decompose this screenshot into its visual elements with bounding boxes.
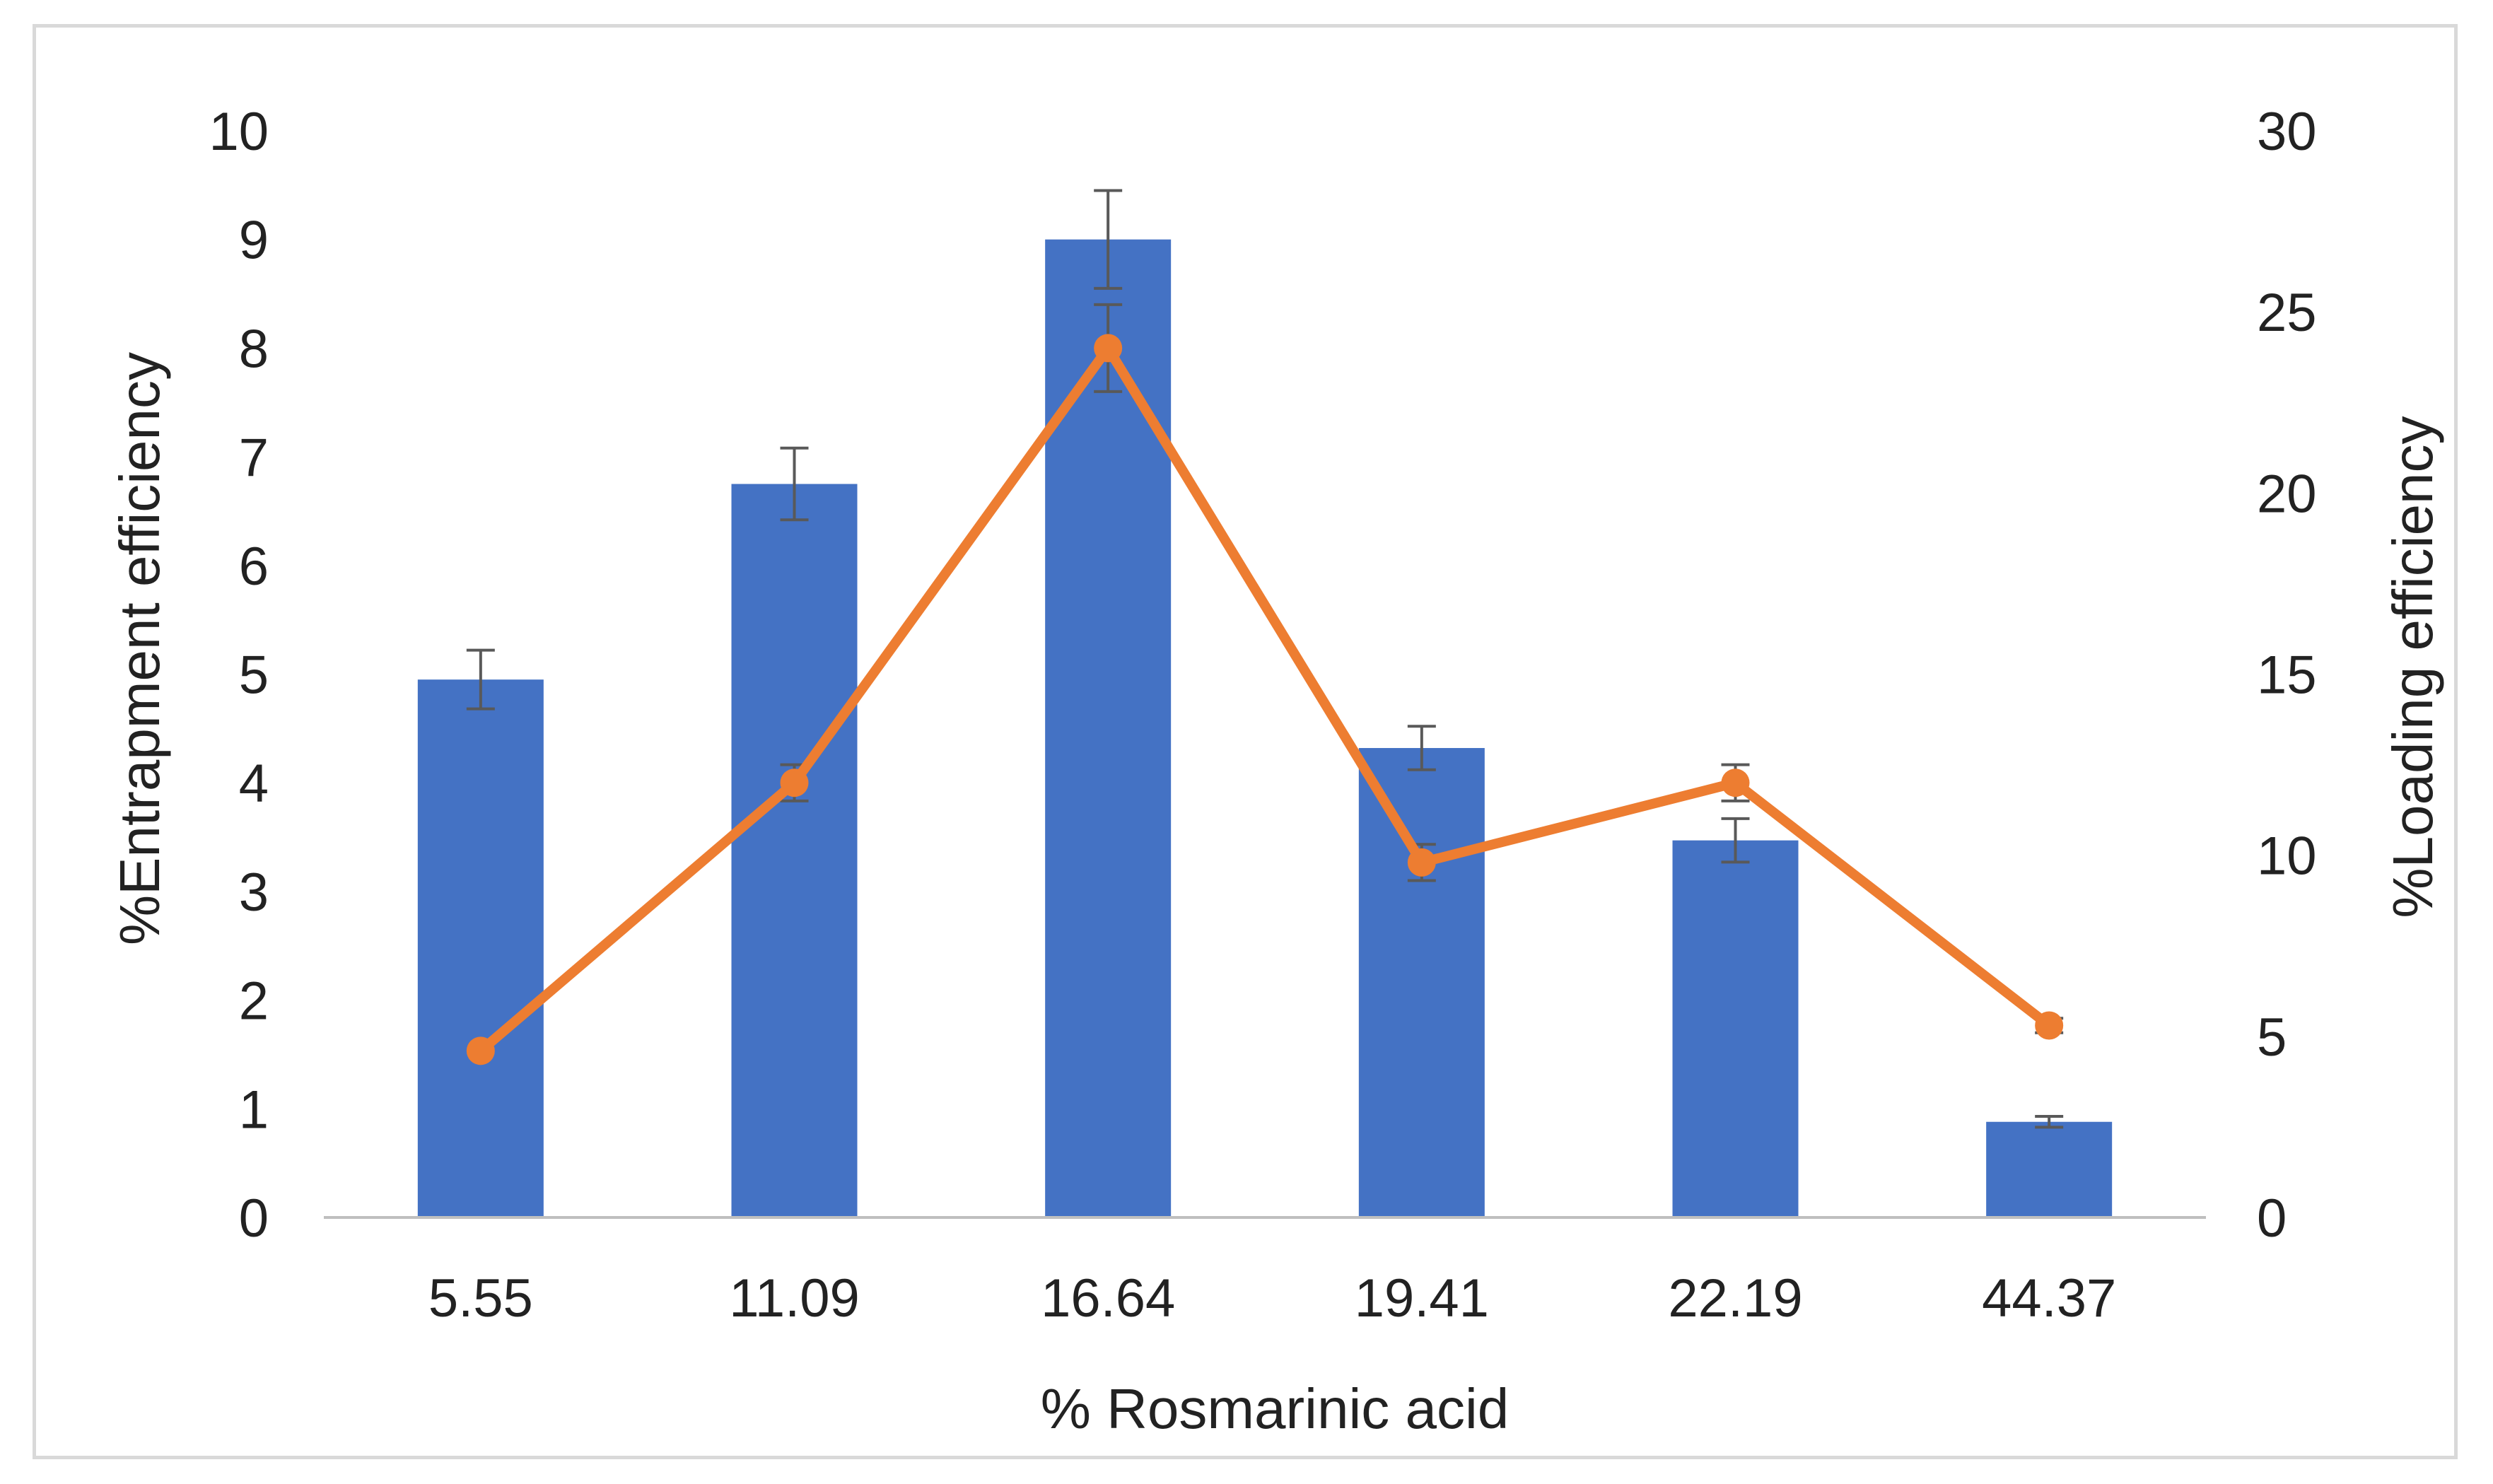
bar bbox=[1358, 748, 1485, 1217]
line-marker bbox=[466, 1036, 495, 1065]
x-tick-label: 11.09 bbox=[729, 1268, 860, 1328]
x-tick-label: 5.55 bbox=[428, 1268, 533, 1328]
series-line bbox=[475, 343, 2055, 1056]
y-right-tick-label: 10 bbox=[2257, 826, 2317, 887]
y-left-tick-label: 1 bbox=[239, 1080, 269, 1140]
x-axis-title: % Rosmarinic acid bbox=[1041, 1377, 1509, 1440]
error-bar bbox=[2035, 1115, 2064, 1129]
error-bar bbox=[780, 446, 809, 522]
left-axis-ticks: 0 1 2 3 4 5 6 7 8 9 10 bbox=[209, 102, 269, 1249]
y-right-tick-label: 5 bbox=[2257, 1007, 2287, 1068]
y-left-tick-label: 5 bbox=[239, 645, 269, 706]
error-bar bbox=[1721, 817, 1750, 864]
y-axis-right-title: %Loading efficiency bbox=[2381, 416, 2444, 918]
x-tick-label: 16.64 bbox=[1041, 1268, 1175, 1328]
error-bar bbox=[1407, 725, 1436, 771]
x-tick-label: 19.41 bbox=[1355, 1268, 1489, 1328]
y-right-tick-label: 30 bbox=[2257, 102, 2317, 162]
line-marker bbox=[1407, 848, 1436, 877]
error-bar bbox=[1094, 189, 1123, 290]
bar bbox=[417, 679, 544, 1217]
bar bbox=[731, 484, 858, 1217]
y-right-tick-label: 25 bbox=[2257, 283, 2317, 343]
y-left-tick-label: 10 bbox=[209, 102, 269, 162]
bar-error-bars bbox=[466, 189, 2064, 1129]
y-left-tick-label: 0 bbox=[239, 1188, 269, 1249]
x-tick-label: 44.37 bbox=[1982, 1268, 2116, 1328]
line-marker bbox=[780, 769, 809, 797]
y-left-tick-label: 3 bbox=[239, 863, 269, 923]
line-series-loading bbox=[466, 334, 2064, 1065]
x-axis-ticks: 5.55 11.09 16.64 19.41 22.19 44.37 bbox=[428, 1268, 2116, 1328]
y-left-tick-label: 7 bbox=[239, 428, 269, 488]
x-tick-label: 22.19 bbox=[1668, 1268, 1802, 1328]
error-bar bbox=[466, 648, 495, 711]
line-marker bbox=[2035, 1011, 2064, 1040]
y-left-tick-label: 9 bbox=[239, 211, 269, 271]
y-left-tick-label: 2 bbox=[239, 971, 269, 1032]
right-axis-ticks: 0 5 10 15 20 25 30 bbox=[2257, 102, 2317, 1249]
y-right-tick-label: 20 bbox=[2257, 464, 2317, 524]
y-left-tick-label: 8 bbox=[239, 319, 269, 379]
y-left-tick-label: 4 bbox=[239, 754, 269, 814]
y-right-tick-label: 15 bbox=[2257, 645, 2317, 706]
y-left-tick-label: 6 bbox=[239, 537, 269, 597]
y-axis-left-title: %Entrapment efficiency bbox=[108, 352, 171, 945]
y-right-tick-label: 0 bbox=[2257, 1188, 2287, 1249]
bar bbox=[1986, 1121, 2113, 1217]
bar-series-entrapment bbox=[417, 239, 2113, 1218]
line-marker bbox=[1094, 334, 1123, 363]
bar bbox=[1672, 840, 1799, 1217]
line-marker bbox=[1721, 769, 1750, 797]
